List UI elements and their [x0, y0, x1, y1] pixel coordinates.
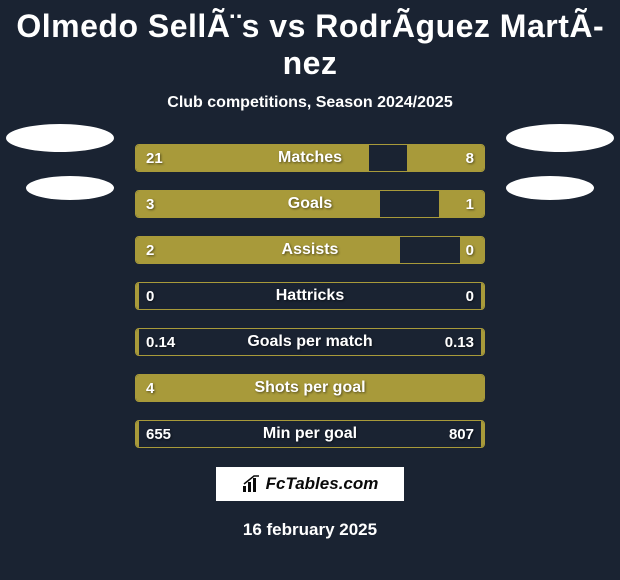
bar-right-value: 0 [466, 283, 474, 309]
bar-left-fill [136, 329, 139, 355]
avatar-placeholder-left-1 [6, 124, 114, 152]
bar-right-value: 807 [449, 421, 474, 447]
bar-left-fill [136, 421, 139, 447]
bar-left-value: 4 [146, 375, 154, 401]
avatar-placeholder-right-1 [506, 124, 614, 152]
bar-left-fill [136, 375, 484, 401]
bar-left-fill [136, 237, 400, 263]
comparison-bars: 21 Matches 8 3 Goals 1 2 Assists 0 0 Hat… [135, 144, 485, 448]
avatar-placeholder-right-2 [506, 176, 594, 200]
bar-right-value: 0 [466, 237, 474, 263]
fctables-logo[interactable]: FcTables.com [215, 466, 405, 502]
bar-right-value: 1 [466, 191, 474, 217]
bar-left-fill [136, 191, 380, 217]
bar-label: Goals per match [136, 329, 484, 355]
bar-right-fill [481, 283, 484, 309]
bar-right-value: 8 [466, 145, 474, 171]
bar-right-fill [439, 191, 484, 217]
avatar-placeholder-left-2 [26, 176, 114, 200]
bar-row: 0.14 Goals per match 0.13 [135, 328, 485, 356]
bar-left-value: 2 [146, 237, 154, 263]
bar-left-fill [136, 145, 369, 171]
date-label: 16 february 2025 [0, 520, 620, 540]
bar-left-value: 21 [146, 145, 163, 171]
bar-right-value: 0.13 [445, 329, 474, 355]
bar-row: 2 Assists 0 [135, 236, 485, 264]
subtitle: Club competitions, Season 2024/2025 [0, 94, 620, 112]
bar-label: Hattricks [136, 283, 484, 309]
bar-row: 21 Matches 8 [135, 144, 485, 172]
bar-left-fill [136, 283, 139, 309]
bar-left-value: 3 [146, 191, 154, 217]
bar-row: 655 Min per goal 807 [135, 420, 485, 448]
bar-right-fill [481, 421, 484, 447]
bar-left-value: 655 [146, 421, 171, 447]
bar-row: 4 Shots per goal [135, 374, 485, 402]
chart-icon [242, 475, 262, 493]
bar-left-value: 0.14 [146, 329, 175, 355]
bar-right-fill [481, 329, 484, 355]
bar-row: 3 Goals 1 [135, 190, 485, 218]
logo-text: FcTables.com [266, 474, 379, 494]
bar-left-value: 0 [146, 283, 154, 309]
bar-row: 0 Hattricks 0 [135, 282, 485, 310]
bar-label: Min per goal [136, 421, 484, 447]
page-title: Olmedo SellÃ¨s vs RodrÃ­guez MartÃ­nez [0, 0, 620, 82]
